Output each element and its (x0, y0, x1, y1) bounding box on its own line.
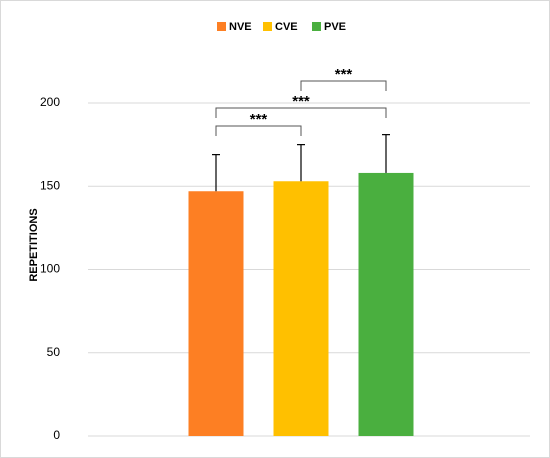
legend-swatch (263, 22, 272, 31)
bar (273, 181, 329, 436)
legend-swatch (312, 22, 321, 31)
y-tick-label: 50 (47, 345, 61, 359)
y-axis-label: REPETITIONS (28, 208, 40, 281)
legend-label: PVE (324, 21, 346, 33)
legend-swatch (217, 22, 226, 31)
bar (188, 191, 244, 436)
significance-bracket (215, 125, 302, 136)
bar (358, 172, 414, 436)
significance-label: *** (250, 111, 268, 128)
significance-label: *** (335, 66, 353, 83)
significance-bracket (215, 107, 387, 118)
significance-label: *** (292, 93, 310, 110)
legend-label: NVE (229, 21, 252, 33)
y-tick-label: 150 (40, 178, 60, 192)
y-tick-label: 100 (40, 262, 60, 276)
significance-bracket (300, 80, 387, 91)
y-tick-label: 200 (40, 95, 60, 109)
legend-label: CVE (275, 21, 298, 33)
y-tick-label: 0 (53, 428, 60, 442)
